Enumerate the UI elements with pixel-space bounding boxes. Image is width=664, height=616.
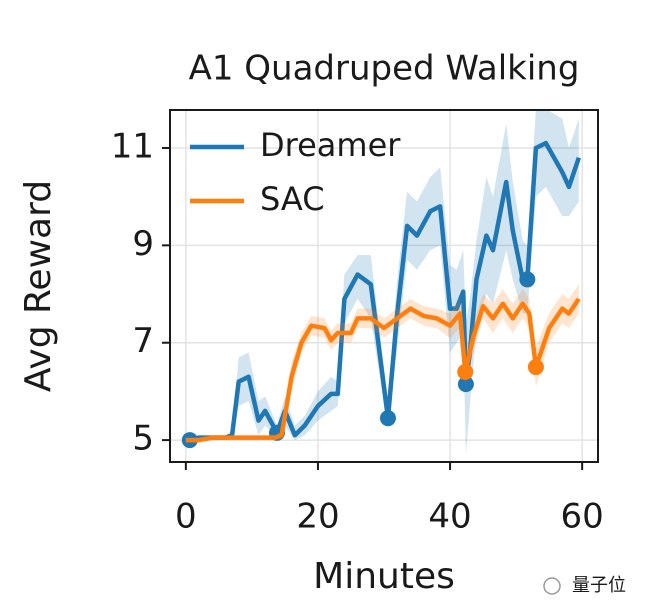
- plot-area: [181, 110, 581, 455]
- y-axis-label: Avg Reward: [18, 180, 59, 392]
- watermark: 量子位: [543, 575, 626, 596]
- watermark-icon: [543, 577, 561, 595]
- marker: [457, 376, 474, 393]
- x-tick-label: 60: [561, 497, 604, 537]
- watermark-text: 量子位: [572, 575, 626, 596]
- x-tick-label: 0: [175, 497, 197, 537]
- y-tick-label: 7: [132, 321, 154, 361]
- y-tick-label: 11: [111, 126, 154, 166]
- marker: [519, 271, 536, 288]
- x-axis-label: Minutes: [313, 556, 455, 597]
- legend-label: Dreamer: [260, 126, 401, 164]
- marker: [527, 359, 544, 376]
- y-tick-label: 5: [132, 419, 154, 459]
- line: [185, 297, 581, 443]
- chart-title: A1 Quadruped Walking: [189, 49, 580, 89]
- plot-frame: [169, 109, 599, 463]
- line: [185, 140, 581, 443]
- marker: [379, 410, 396, 427]
- x-tick-label: 20: [296, 497, 339, 537]
- confidence-band: [185, 284, 579, 443]
- legend-label: SAC: [260, 180, 325, 218]
- marker: [457, 363, 474, 380]
- x-tick-label: 40: [428, 497, 471, 537]
- y-tick-label: 9: [132, 224, 154, 264]
